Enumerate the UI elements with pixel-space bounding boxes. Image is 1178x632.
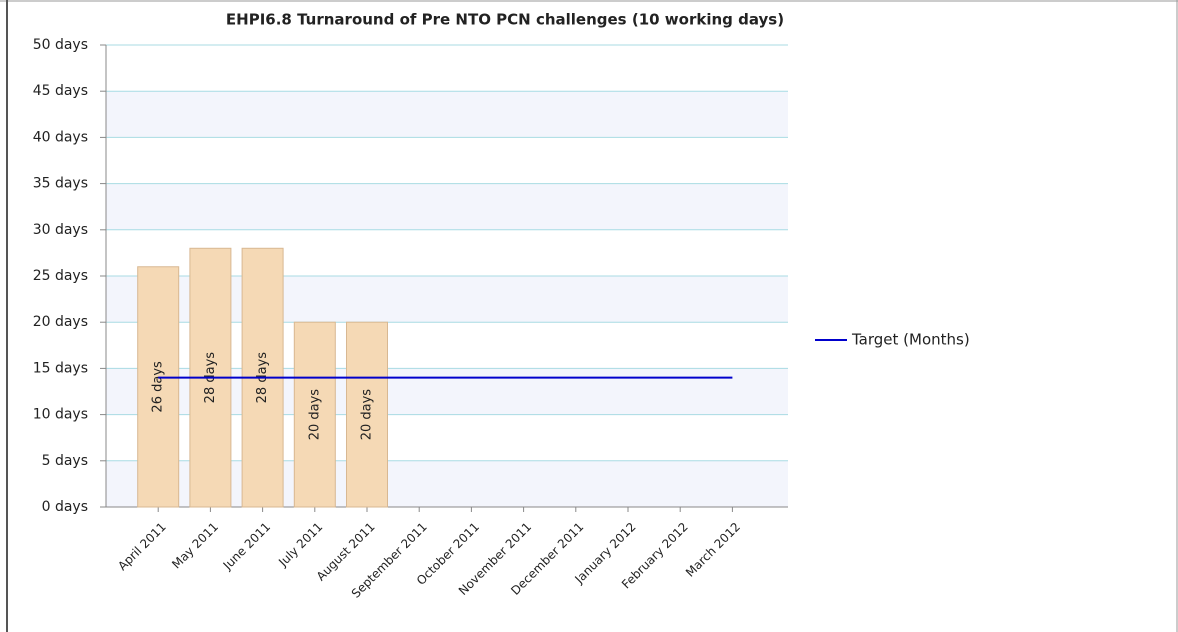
y-tick-label: 50 days bbox=[33, 37, 88, 53]
x-tick-label: July 2011 bbox=[275, 520, 325, 570]
bar bbox=[293, 321, 336, 508]
y-tick-label: 35 days bbox=[33, 176, 88, 192]
plot-band bbox=[106, 91, 788, 138]
y-tick-label: 0 days bbox=[42, 499, 88, 515]
x-tick-label: April 2011 bbox=[115, 520, 169, 574]
y-tick-label: 10 days bbox=[33, 407, 88, 423]
bar-label: 26 days bbox=[151, 361, 166, 413]
bar-label: 20 days bbox=[360, 389, 375, 441]
y-tick-label: 30 days bbox=[33, 222, 88, 238]
legend-label: Target (Months) bbox=[851, 331, 970, 349]
y-tick-label: 45 days bbox=[33, 83, 88, 99]
x-tick-label: March 2012 bbox=[683, 520, 743, 580]
y-tick-label: 15 days bbox=[33, 360, 88, 376]
y-tick-label: 40 days bbox=[33, 129, 88, 145]
bar bbox=[346, 321, 388, 508]
chart-title: EHPI6.8 Turnaround of Pre NTO PCN challe… bbox=[226, 11, 784, 29]
x-tick-label: May 2011 bbox=[169, 520, 221, 572]
plot-band bbox=[106, 183, 788, 230]
y-tick-label: 25 days bbox=[33, 268, 88, 284]
bar bbox=[137, 266, 180, 508]
y-tick-label: 20 days bbox=[33, 314, 88, 330]
bar-label: 20 days bbox=[307, 389, 322, 441]
y-tick-label: 5 days bbox=[42, 453, 88, 469]
x-tick-label: June 2011 bbox=[220, 520, 273, 573]
